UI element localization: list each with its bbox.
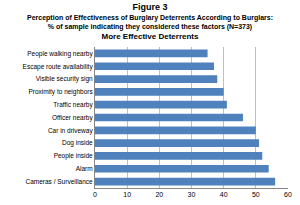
svg-text:People walking nearby: People walking nearby <box>27 50 93 58</box>
svg-text:Visible security sign: Visible security sign <box>36 75 93 83</box>
html-text:% of sample indicating they co: % of sample indicating they considered t… <box>47 23 253 30</box>
svg-text:30: 30 <box>188 191 196 198</box>
svg-text:Officer nearby: Officer nearby <box>52 114 93 122</box>
svg-text:10: 10 <box>123 191 131 198</box>
svg-text:60: 60 <box>284 191 292 198</box>
svg-text:20: 20 <box>155 191 163 198</box>
svg-text:Traffic nearby: Traffic nearby <box>53 101 93 109</box>
svg-text:Car in driveway: Car in driveway <box>48 127 94 135</box>
svg-text:Cameras / Surveillance: Cameras / Surveillance <box>25 178 93 185</box>
svg-text:0: 0 <box>93 191 97 198</box>
svg-text:40: 40 <box>220 191 228 198</box>
svg-text:Escape route availability: Escape route availability <box>23 63 94 71</box>
html-text:Perception of Effectiveness of: Perception of Effectiveness of Burglary … <box>27 14 273 21</box>
svg-text:Alarm: Alarm <box>76 165 93 172</box>
svg-text:Proximity to neighbors: Proximity to neighbors <box>28 88 93 96</box>
svg-text:50: 50 <box>252 191 260 198</box>
html-text:Figure 3: Figure 3 <box>132 2 168 12</box>
svg-text:More Effective Deterrents: More Effective Deterrents <box>102 32 199 41</box>
svg-text:People inside: People inside <box>54 152 93 160</box>
svg-text:Dog inside: Dog inside <box>62 139 93 147</box>
